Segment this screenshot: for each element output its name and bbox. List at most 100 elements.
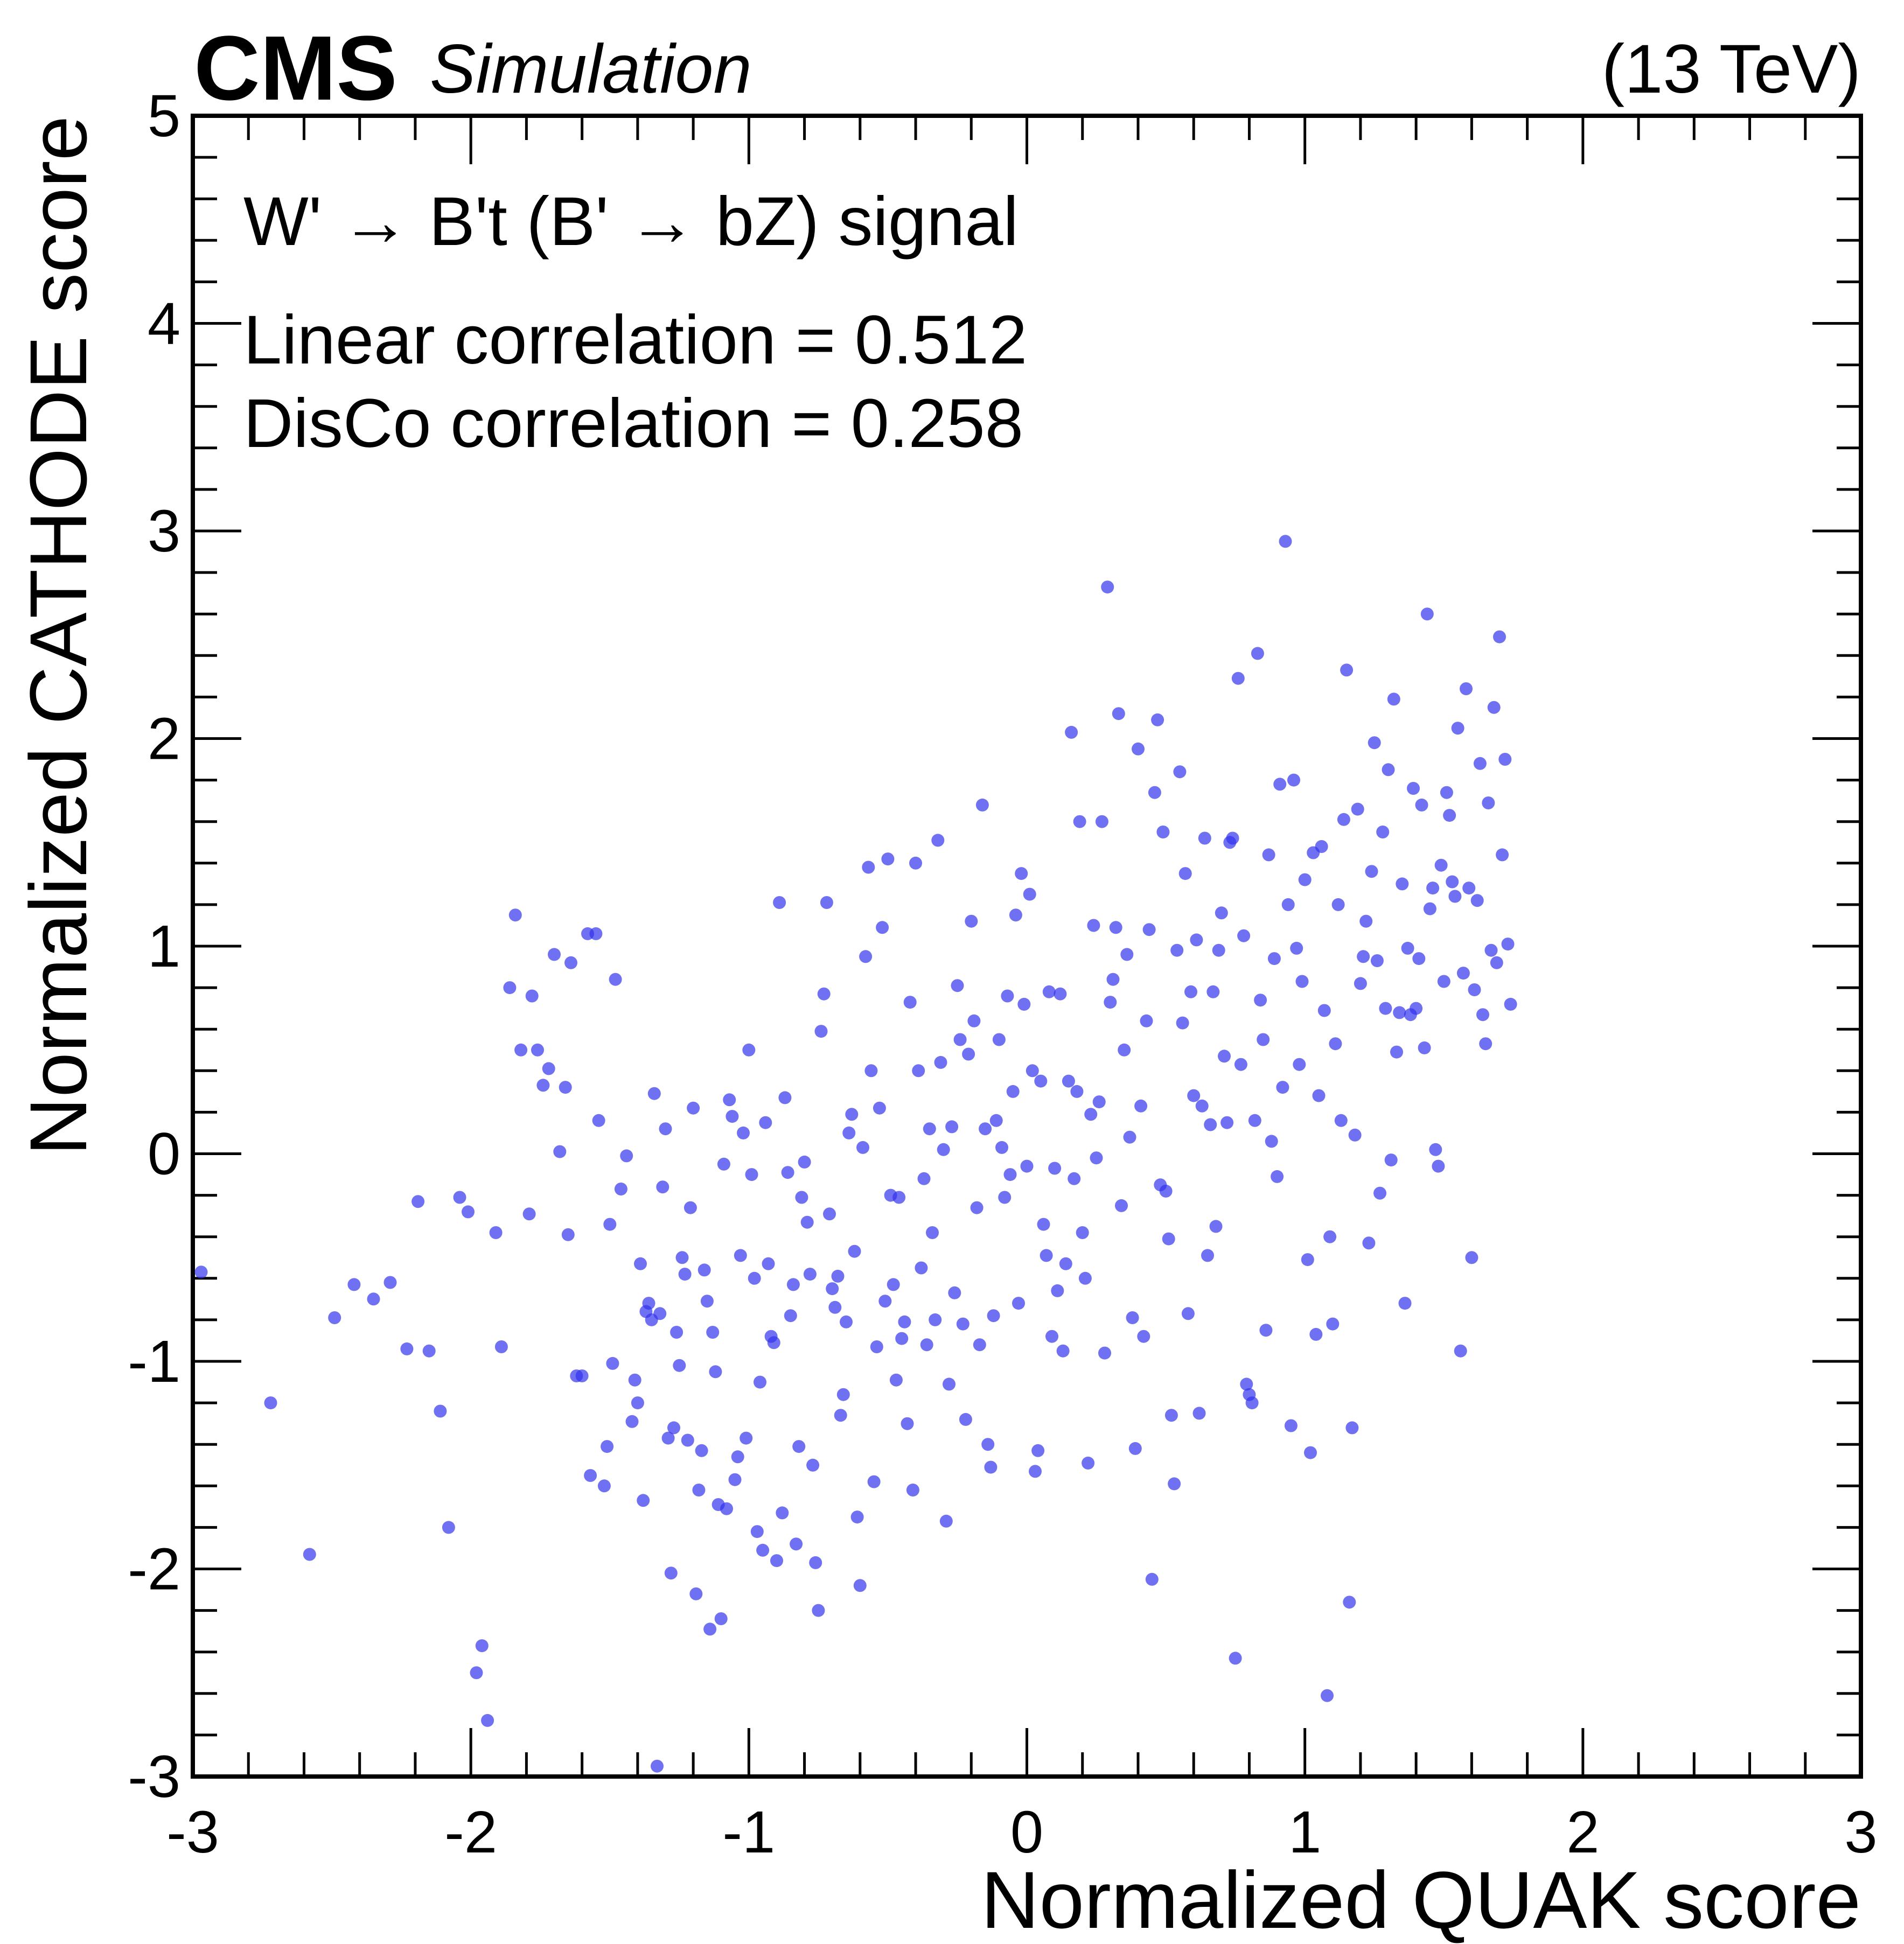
- data-point: [1076, 1226, 1089, 1239]
- data-point: [834, 1409, 847, 1422]
- data-point: [1095, 815, 1108, 828]
- data-point: [1262, 848, 1275, 862]
- data-point: [895, 1332, 909, 1345]
- data-point: [1109, 921, 1122, 934]
- x-axis-title: Normalized QUAK score: [981, 1855, 1861, 1944]
- data-point: [1017, 997, 1031, 1011]
- data-point: [1390, 1045, 1403, 1059]
- data-point: [795, 1191, 808, 1204]
- data-point: [828, 1300, 842, 1314]
- x-tick-label: 1: [1288, 1799, 1321, 1865]
- data-point: [887, 1278, 900, 1291]
- data-point: [1257, 1033, 1270, 1046]
- data-point: [992, 1033, 1006, 1046]
- data-point: [1009, 908, 1022, 922]
- data-point: [347, 1278, 361, 1291]
- data-point: [542, 1062, 555, 1075]
- data-point: [589, 927, 603, 940]
- data-point: [1490, 956, 1503, 969]
- data-point: [848, 1244, 861, 1258]
- data-point: [1151, 713, 1164, 726]
- data-point: [1376, 826, 1390, 838]
- data-point: [1432, 1159, 1445, 1173]
- data-point: [981, 1438, 995, 1451]
- data-point: [1042, 985, 1056, 998]
- data-point: [1023, 887, 1036, 901]
- data-point: [912, 1064, 925, 1078]
- data-point: [1482, 796, 1495, 809]
- data-point: [745, 1168, 758, 1181]
- data-point: [945, 1120, 959, 1134]
- data-point: [814, 1025, 828, 1038]
- data-point: [1290, 941, 1303, 955]
- data-point: [1301, 1253, 1314, 1267]
- data-point: [1284, 1419, 1298, 1432]
- data-point: [956, 1317, 970, 1331]
- experiment-label: CMS: [194, 17, 397, 120]
- data-point: [1101, 581, 1114, 594]
- data-point: [754, 1375, 766, 1389]
- data-point: [1156, 826, 1170, 838]
- data-point: [923, 1122, 936, 1136]
- x-tick-label: -1: [722, 1799, 775, 1865]
- data-point: [1068, 1172, 1081, 1185]
- data-point: [383, 1276, 397, 1289]
- data-point: [1003, 1168, 1017, 1181]
- data-point: [776, 1506, 789, 1520]
- data-point: [434, 1404, 447, 1418]
- data-point: [1123, 1130, 1136, 1144]
- data-point: [862, 861, 875, 874]
- data-point: [503, 981, 517, 995]
- data-point: [1026, 1064, 1039, 1078]
- data-point: [1254, 994, 1267, 1007]
- data-point: [809, 1556, 822, 1569]
- data-point: [1468, 983, 1481, 996]
- data-point: [790, 1537, 803, 1551]
- data-point: [759, 1116, 772, 1129]
- data-point: [859, 950, 873, 963]
- data-point: [975, 798, 989, 812]
- data-point: [584, 1469, 597, 1482]
- data-point: [689, 1587, 703, 1600]
- linear-correlation-annotation: Linear correlation = 0.512: [243, 302, 1027, 379]
- data-point: [1181, 1307, 1195, 1320]
- data-point: [1312, 1089, 1326, 1102]
- data-point: [917, 1172, 931, 1185]
- data-point: [1164, 1409, 1178, 1422]
- data-point: [781, 1166, 794, 1179]
- data-point: [748, 1271, 761, 1285]
- data-point: [1354, 977, 1367, 990]
- data-point: [1237, 929, 1251, 942]
- y-tick-label: -2: [128, 1536, 180, 1603]
- data-point: [798, 1155, 811, 1169]
- data-point: [1073, 815, 1086, 828]
- data-point: [720, 1502, 733, 1515]
- data-point: [820, 896, 833, 909]
- data-point: [609, 973, 622, 986]
- data-point: [475, 1639, 489, 1653]
- x-tick-label: -2: [444, 1799, 497, 1865]
- data-point: [564, 956, 577, 969]
- data-point: [1082, 1456, 1095, 1470]
- data-point: [1487, 701, 1501, 714]
- data-point: [1451, 722, 1464, 735]
- data-point: [1293, 1058, 1306, 1071]
- data-point: [734, 1249, 747, 1262]
- data-point: [1420, 607, 1434, 621]
- data-point: [1168, 1477, 1181, 1491]
- data-point: [1231, 672, 1245, 685]
- data-point: [1240, 1377, 1253, 1391]
- data-point: [1020, 1159, 1034, 1173]
- data-point: [1357, 950, 1370, 963]
- data-point: [1443, 809, 1456, 822]
- data-point: [1348, 1128, 1362, 1142]
- data-point: [1226, 831, 1239, 845]
- data-point: [1398, 1297, 1412, 1310]
- data-point: [1396, 877, 1409, 891]
- data-point: [1359, 914, 1373, 928]
- data-point: [1265, 1135, 1278, 1148]
- data-point: [1276, 1081, 1289, 1094]
- data-point: [1340, 663, 1354, 677]
- data-point: [1484, 943, 1498, 957]
- status-label: Simulation: [430, 31, 752, 108]
